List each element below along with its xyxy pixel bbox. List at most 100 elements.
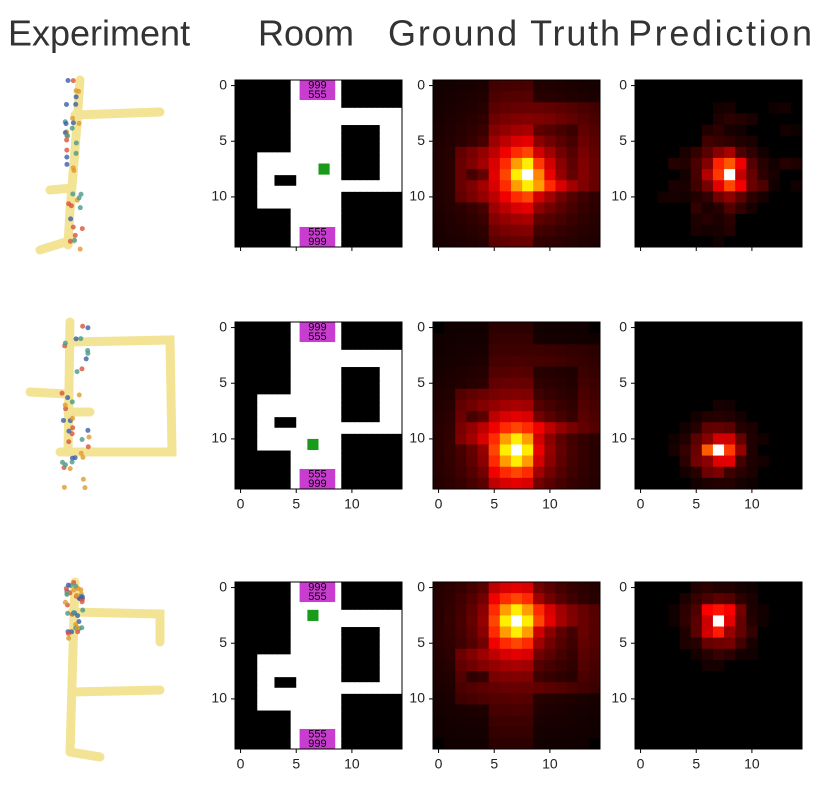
room-floor: [296, 676, 303, 683]
room-floor: [296, 113, 303, 120]
heat-cell: [466, 202, 478, 214]
room-floor: [273, 427, 281, 434]
heat-cell: [790, 157, 803, 170]
heat-cell: [735, 422, 747, 434]
room-floor: [318, 693, 325, 700]
room-floor: [301, 360, 308, 368]
room-floor: [312, 124, 319, 131]
room-floor: [307, 388, 314, 395]
room-floor: [346, 185, 353, 192]
room-floor: [368, 682, 375, 689]
heat-cell: [544, 726, 556, 739]
heat-cell: [724, 224, 736, 237]
room-floor: [396, 124, 403, 131]
room-floor: [379, 360, 386, 368]
heat-cell: [588, 637, 601, 650]
room-floor: [268, 659, 275, 666]
heat-cell: [577, 388, 590, 401]
room-floor: [318, 721, 325, 728]
room-floor: [335, 366, 342, 373]
room-floor: [379, 632, 386, 639]
room-floor: [329, 124, 336, 131]
room-floor: [324, 687, 331, 694]
heat-cell: [746, 582, 758, 594]
trajectory-dot: [78, 587, 84, 593]
room-floor: [279, 444, 286, 451]
trajectory: [65, 577, 165, 762]
heat-cell: [566, 102, 579, 114]
heat-cell: [577, 180, 590, 192]
heat-cell: [746, 422, 758, 434]
room-floor: [273, 399, 281, 406]
column-header: Ground Truth: [388, 13, 620, 54]
room-floor: [262, 416, 269, 423]
heat-cell: [588, 124, 601, 136]
heat-cell: [544, 91, 556, 103]
room-floor: [324, 213, 331, 220]
room-floor: [290, 598, 297, 605]
room-floor: [301, 715, 308, 722]
heat-cell: [477, 80, 489, 92]
room-floor: [279, 152, 286, 159]
heat-cell: [566, 637, 579, 650]
heat-cell: [533, 213, 545, 226]
heat-cell: [488, 157, 501, 170]
room-floor: [290, 587, 297, 594]
room-floor: [385, 146, 392, 153]
room-floor: [335, 659, 342, 666]
room-floor: [340, 427, 347, 434]
heat-cell: [735, 615, 747, 627]
room-floor: [296, 377, 303, 384]
room-floor: [257, 704, 264, 711]
trajectory-dot: [70, 415, 76, 421]
room-floor: [307, 710, 314, 717]
room-floor: [268, 394, 275, 401]
room-floor: [390, 687, 397, 694]
heat-cell: [712, 146, 725, 159]
heat-cell: [499, 191, 512, 203]
heat-cell: [488, 124, 501, 136]
room-floor: [290, 637, 297, 644]
heat-cell: [555, 146, 567, 159]
room-floor: [329, 355, 336, 362]
heat-cell: [533, 235, 545, 248]
room-floor: [318, 372, 325, 379]
room-floor: [385, 152, 392, 159]
heat-cell: [746, 135, 758, 148]
room-floor: [312, 687, 319, 694]
room-floor: [268, 438, 275, 445]
heat-cell: [555, 455, 567, 468]
heat-cell: [533, 455, 545, 468]
room-floor: [301, 102, 308, 109]
room-floor: [307, 455, 314, 462]
room-floor: [329, 208, 336, 215]
room-floor: [290, 163, 297, 170]
heat-cell: [577, 213, 590, 226]
room-floor: [396, 427, 403, 434]
heat-cell: [566, 135, 579, 148]
heat-cell: [566, 477, 579, 490]
room-floor: [335, 141, 342, 148]
room-floor: [379, 113, 386, 120]
heat-cell: [735, 593, 747, 605]
room-floor: [385, 687, 392, 694]
room-floor: [296, 163, 303, 170]
y-tick-label: 0: [619, 318, 627, 334]
x-tick-label: 10: [542, 496, 558, 512]
trajectory-dot: [74, 592, 80, 598]
room-floor: [301, 130, 308, 137]
heat-cell: [588, 466, 601, 479]
heat-cell: [433, 91, 445, 103]
room-floor: [268, 196, 275, 203]
heat-cell: [544, 344, 556, 356]
heat-cell: [724, 113, 736, 125]
room-floor: [379, 659, 386, 666]
heat-cell: [466, 377, 478, 390]
heat-cell: [577, 124, 590, 136]
heat-cell: [499, 235, 512, 248]
room-floor: [301, 124, 308, 131]
room-floor: [340, 615, 347, 622]
heat-cell: [522, 235, 534, 248]
heat-cell: [499, 659, 512, 672]
trajectory-dot: [69, 125, 75, 131]
